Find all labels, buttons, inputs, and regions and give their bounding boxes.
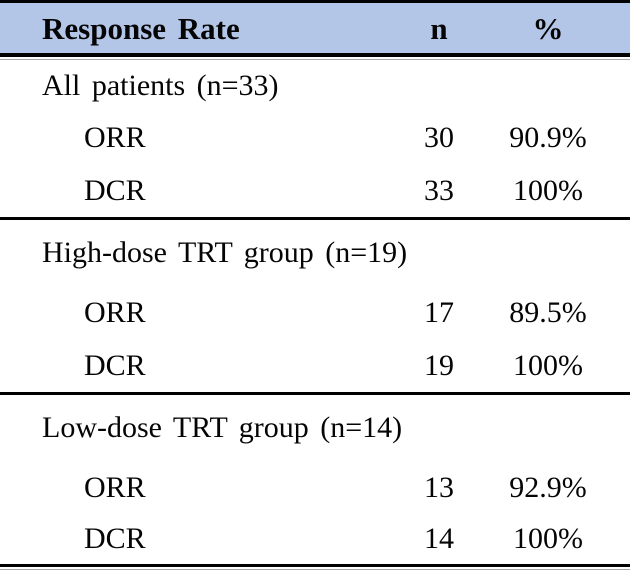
pct-value: 89.5% [509, 295, 587, 329]
pct-value: 90.9% [509, 121, 587, 154]
section-title: High-dose TRT group (n=19) [42, 236, 408, 269]
table-row-dcr: DCR 14 100% [0, 514, 630, 564]
n-value: 19 [424, 348, 454, 382]
bottom-underline [0, 569, 630, 570]
pct-value: 100% [513, 522, 583, 555]
section-title-row: High-dose TRT group (n=19) [0, 220, 630, 286]
n-value: 13 [424, 470, 454, 504]
n-value: 33 [424, 173, 454, 207]
pct-value: 100% [513, 173, 583, 207]
section-title: All patients (n=33) [42, 69, 279, 102]
table-bottom-border [0, 564, 630, 567]
table-top-border [0, 0, 630, 3]
pct-value: 100% [513, 348, 583, 382]
section-low-dose-trt: Low-dose TRT group (n=14) ORR 13 92.9% D… [0, 392, 630, 564]
n-value: 14 [424, 522, 454, 555]
row-label: DCR [84, 348, 146, 382]
table-header-row: Response Rate n % [0, 3, 630, 57]
header-underline [0, 59, 630, 60]
section-all-patients: All patients (n=33) ORR 30 90.9% DCR 33 … [0, 60, 630, 217]
row-label: ORR [84, 295, 146, 329]
column-header-response-rate: Response Rate [42, 10, 240, 46]
row-label: ORR [84, 470, 146, 504]
table-row-dcr: DCR 19 100% [0, 339, 630, 392]
section-title-row: Low-dose TRT group (n=14) [0, 395, 630, 461]
table-row-orr: ORR 30 90.9% [0, 112, 630, 164]
table-row-orr: ORR 13 92.9% [0, 461, 630, 514]
column-header-n: n [430, 10, 448, 46]
table-row-orr: ORR 17 89.5% [0, 286, 630, 339]
n-value: 17 [424, 295, 454, 329]
column-header-percent: % [532, 10, 564, 46]
row-label: ORR [84, 121, 146, 154]
pct-value: 92.9% [509, 470, 587, 504]
row-label: DCR [84, 173, 146, 207]
row-label: DCR [84, 522, 146, 555]
section-title-row: All patients (n=33) [0, 60, 630, 112]
section-high-dose-trt: High-dose TRT group (n=19) ORR 17 89.5% … [0, 217, 630, 392]
table-row-dcr: DCR 33 100% [0, 164, 630, 217]
section-title: Low-dose TRT group (n=14) [42, 411, 403, 444]
n-value: 30 [424, 121, 454, 154]
